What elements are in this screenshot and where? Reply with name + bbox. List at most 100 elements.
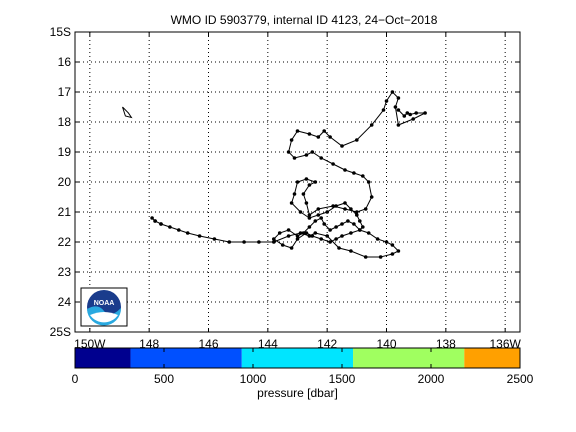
y-tick-label: 22 <box>58 235 72 249</box>
profile-point <box>390 243 395 247</box>
profile-point <box>185 231 190 235</box>
profile-point <box>298 210 303 214</box>
profile-point <box>358 219 362 223</box>
float-track <box>150 90 427 259</box>
profile-point <box>361 174 365 178</box>
profile-point <box>289 201 294 205</box>
profile-point <box>280 243 285 247</box>
island-shape <box>122 106 133 119</box>
profile-point <box>277 231 282 235</box>
profile-point <box>292 156 297 160</box>
profile-point <box>381 108 386 112</box>
profile-point <box>242 240 246 244</box>
profile-point <box>301 192 306 196</box>
profile-point <box>304 177 309 181</box>
profile-point <box>328 228 332 232</box>
y-tick-label: 24 <box>58 295 72 309</box>
profile-point <box>343 207 347 211</box>
profile-point <box>414 111 419 115</box>
profile-point <box>363 207 368 211</box>
profile-point <box>378 255 383 259</box>
profile-point <box>212 237 217 241</box>
profile-point <box>331 162 335 166</box>
profile-point <box>393 105 398 109</box>
colorbar-tick-label: 1500 <box>329 372 356 386</box>
profile-point <box>292 192 297 196</box>
profile-point <box>307 234 312 238</box>
profile-point <box>337 246 341 250</box>
profile-point <box>355 138 359 142</box>
profile-point <box>375 237 380 241</box>
profile-point <box>307 183 312 187</box>
profile-point <box>390 90 395 94</box>
profile-point <box>396 108 401 112</box>
y-tick-label: 21 <box>58 205 72 219</box>
profile-point <box>349 231 353 235</box>
colorbar-segment <box>130 348 242 368</box>
profile-point <box>390 252 395 256</box>
profile-point <box>384 99 389 103</box>
profile-point <box>316 135 321 139</box>
profile-point <box>313 231 318 235</box>
profile-point <box>307 225 312 229</box>
colorbar-segment <box>464 348 520 368</box>
y-tick-label: 20 <box>58 175 72 189</box>
profile-point <box>408 112 413 117</box>
profile-point <box>340 222 344 226</box>
profile-point <box>369 195 374 199</box>
profile-point <box>334 204 338 208</box>
profile-point <box>352 222 356 226</box>
logo-gull <box>90 312 118 323</box>
colorbar: 0 500 1000 1500 2000 2500 pressure [dbar] <box>72 347 534 400</box>
y-tick-label: 25S <box>50 325 71 339</box>
y-tick-label: 16 <box>58 55 72 69</box>
profile-point <box>272 237 276 241</box>
colorbar-label: pressure [dbar] <box>257 386 338 400</box>
colorbar-tick-label: 0 <box>72 372 79 386</box>
profile-point <box>363 255 368 259</box>
profile-point <box>366 180 371 184</box>
colorbar-segment <box>241 348 354 368</box>
profile-point <box>310 150 315 154</box>
profile-point <box>384 240 389 244</box>
profile-point <box>358 228 362 232</box>
profile-point <box>423 111 427 115</box>
profile-point <box>340 144 344 148</box>
colorbar-segment <box>353 348 465 368</box>
profile-point <box>369 123 374 127</box>
profile-point <box>304 201 309 205</box>
colorbar-tick-label: 1000 <box>240 372 267 386</box>
profile-point <box>316 213 321 217</box>
profile-point <box>325 234 330 238</box>
profile-point <box>286 150 291 154</box>
y-tick-label: 15S <box>50 25 71 39</box>
profile-point <box>307 132 312 136</box>
profile-point <box>331 204 335 208</box>
profile-point <box>405 111 410 115</box>
profile-point <box>150 216 154 220</box>
colorbar-segment <box>75 348 131 368</box>
logo-text: NOAA <box>94 300 115 307</box>
colorbar-ticks: 0 500 1000 1500 2000 2500 <box>72 348 534 386</box>
profile-point <box>295 180 300 184</box>
colorbar-tick-label: 500 <box>154 372 174 386</box>
profile-point <box>286 228 291 232</box>
profile-point <box>319 216 324 220</box>
profile-point <box>304 231 309 235</box>
profile-point <box>402 114 407 118</box>
profile-point <box>168 225 172 229</box>
track-line <box>151 91 426 258</box>
profile-point <box>322 129 327 133</box>
profile-point <box>295 237 300 241</box>
profile-point <box>411 117 416 121</box>
y-tick-label: 17 <box>58 85 72 99</box>
profile-point <box>298 231 303 235</box>
map-axes: 150W 148 146 144 142 140 138 136W15S16171819202… <box>50 25 522 351</box>
profile-point <box>361 225 365 229</box>
profile-point <box>307 213 312 217</box>
profile-point <box>227 240 232 244</box>
profile-point <box>289 246 294 250</box>
profile-point <box>340 234 344 238</box>
profile-point <box>349 207 353 211</box>
